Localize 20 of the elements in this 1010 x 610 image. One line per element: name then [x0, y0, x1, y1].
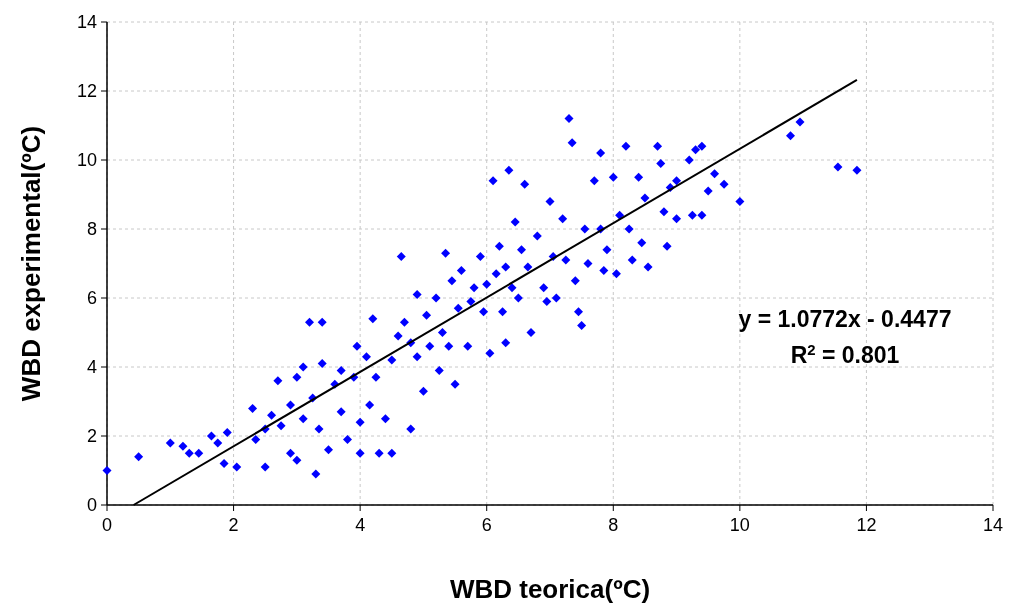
- x-tick-label: 6: [481, 515, 492, 535]
- x-tick-label: 14: [982, 515, 1004, 535]
- annotation: y = 1.0772x - 0.4477: [738, 306, 952, 332]
- x-tick-label: 8: [608, 515, 619, 535]
- x-tick-label: 10: [729, 515, 750, 535]
- y-tick-label: 4: [86, 357, 97, 378]
- x-tick-label: 2: [228, 515, 239, 535]
- y-tick-label: 6: [86, 288, 97, 309]
- y-axis-title: WBD experimental(ºC): [16, 125, 46, 402]
- annotation: R$^{2}$ = 0.801: [790, 340, 900, 368]
- y-tick-label: 14: [76, 12, 97, 33]
- y-tick-label: 8: [86, 219, 97, 240]
- x-tick-label: 12: [856, 515, 877, 535]
- x-tick-label: 0: [101, 515, 113, 535]
- y-tick-label: 12: [76, 81, 97, 102]
- y-tick-label: 10: [76, 150, 97, 171]
- y-tick-label: 0: [86, 495, 97, 516]
- x-axis-title: WBD teorica(ºC): [449, 574, 651, 604]
- y-tick-label: 2: [86, 426, 97, 447]
- x-tick-label: 4: [355, 515, 366, 535]
